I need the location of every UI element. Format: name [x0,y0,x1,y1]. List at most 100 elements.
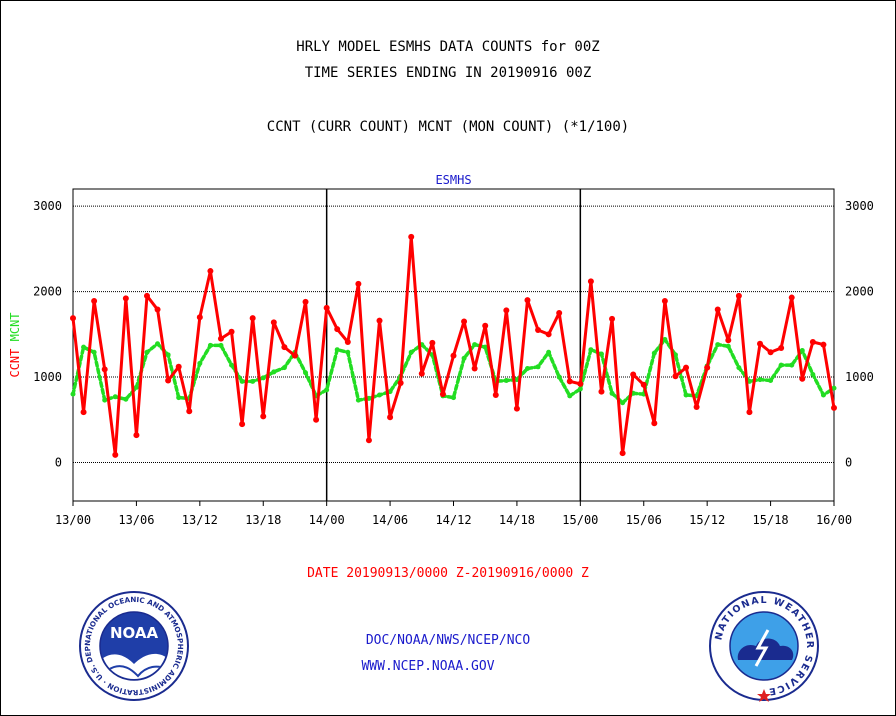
data-point-ccnt [619,450,626,457]
data-point-mcnt [567,393,573,399]
data-point-mcnt [102,397,108,403]
data-point-mcnt [324,387,330,393]
data-point-ccnt [809,339,816,346]
data-point-mcnt [133,384,139,390]
x-tick-label: 13/12 [182,513,218,527]
data-point-mcnt [577,386,583,392]
data-point-ccnt [186,408,193,415]
data-point-mcnt [229,362,235,368]
y-axis-label-ccnt: CCNT [8,349,22,378]
data-point-mcnt [820,392,826,398]
data-point-mcnt [715,342,721,348]
x-tick-label: 15/18 [753,513,789,527]
noaa-logo: NATIONAL OCEANIC AND ATMOSPHERIC ADMINIS… [78,590,189,701]
data-point-ccnt [725,337,732,344]
data-point-ccnt [217,335,224,342]
data-point-mcnt [165,352,171,358]
data-point-ccnt [376,317,383,324]
data-point-ccnt [355,280,362,287]
data-point-ccnt [566,378,573,385]
data-point-ccnt [323,304,330,311]
data-point-mcnt [377,392,383,398]
data-point-ccnt [535,327,542,334]
data-point-ccnt [302,298,309,305]
data-point-mcnt [355,397,361,403]
data-point-ccnt [767,349,774,356]
data-point-ccnt [270,319,277,326]
data-point-mcnt [620,400,626,406]
data-point-mcnt [218,342,224,348]
x-tick-label: 14/00 [309,513,345,527]
data-point-mcnt [144,349,150,355]
data-point-ccnt [651,420,658,427]
data-point-mcnt [334,347,340,353]
y-axis-label: CCNT MCNT [8,312,22,377]
data-point-mcnt [408,349,414,355]
data-point-mcnt [768,377,774,383]
data-point-ccnt [513,405,520,412]
data-point-ccnt [831,404,837,411]
data-point-ccnt [704,364,711,371]
data-point-mcnt [239,378,245,384]
data-point-ccnt [439,391,446,398]
y-tick-label-left: 0 [55,456,62,470]
data-point-mcnt [91,349,97,355]
data-point-mcnt [535,364,541,370]
data-point-ccnt [545,331,552,338]
x-tick-label: 13/00 [55,513,91,527]
data-point-ccnt [196,314,203,321]
axis-layer: 0 0 1000 1000 2000 2000 3000 3000 13/00 13/06 13/1… [8,173,874,527]
data-point-ccnt [461,318,468,325]
grid-layer [72,188,835,502]
x-tick-label: 15/00 [562,513,598,527]
data-point-ccnt [397,380,404,387]
data-point-mcnt [799,348,805,354]
chart-title-line-3: CCNT (CURR COUNT) MCNT (MON COUNT) (*1/1… [266,119,630,135]
data-point-mcnt [112,394,118,400]
data-point-mcnt [197,360,203,366]
data-point-mcnt [207,342,213,348]
data-point-mcnt [271,369,277,375]
data-point-ccnt [503,307,510,314]
y-tick-label-right: 0 [845,456,852,470]
data-point-ccnt [471,365,478,372]
y-tick-label-right: 3000 [845,199,874,213]
x-axis-date-label: DATE 20190913/0000 Z-20190916/0000 Z [307,566,589,581]
data-point-ccnt [175,363,182,370]
data-point-ccnt [260,413,267,420]
data-point-ccnt [429,339,436,346]
data-point-mcnt [70,391,76,397]
data-point-ccnt [387,414,394,421]
x-tick-label: 14/18 [499,513,535,527]
data-point-ccnt [524,297,531,304]
data-point-ccnt [313,416,320,423]
data-point-ccnt [418,370,425,377]
footer-website-line: WWW.NCEP.NOAA.GOV [361,659,495,674]
data-point-mcnt [250,378,256,384]
x-tick-label: 15/06 [626,513,662,527]
data-point-mcnt [260,375,266,381]
data-point-mcnt [503,377,509,383]
data-point-ccnt [640,381,647,388]
data-point-ccnt [735,292,742,299]
data-point-mcnt [81,344,87,350]
data-point-ccnt [661,297,668,304]
data-point-mcnt [736,365,742,371]
chart-title: ESMHS [435,173,471,187]
data-point-mcnt [176,395,182,401]
data-point-ccnt [714,306,721,313]
data-point-ccnt [408,233,415,240]
y-tick-label-left: 2000 [33,285,62,299]
data-point-ccnt [598,388,605,395]
data-point-ccnt [207,268,214,275]
data-point-mcnt [757,377,763,383]
nws-logo: NATIONAL WEATHER SERVICE [709,591,819,702]
x-tick-label: 15/12 [689,513,725,527]
data-point-ccnt [133,432,140,439]
data-point-ccnt [693,403,700,410]
data-point-ccnt [450,352,457,359]
data-point-ccnt [122,295,129,302]
data-point-mcnt [524,366,530,372]
data-point-mcnt [672,352,678,358]
